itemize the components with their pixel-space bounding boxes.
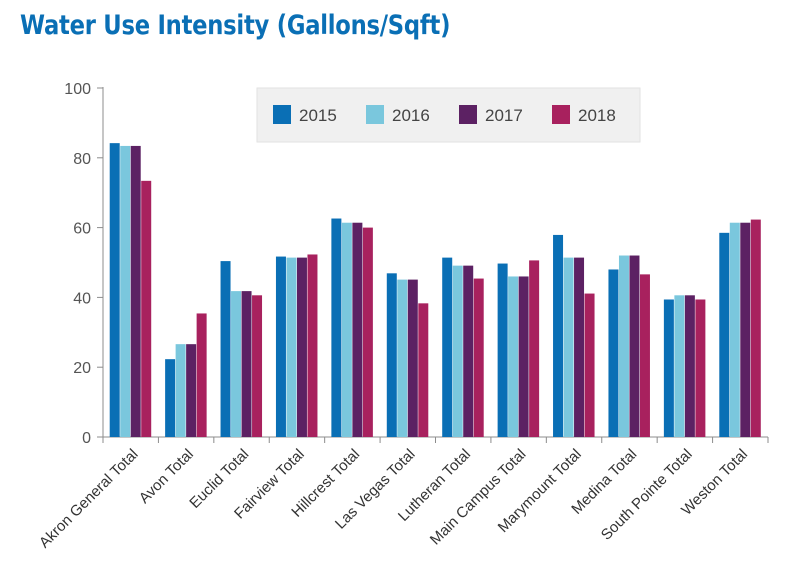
chart-title: Water Use Intensity (Gallons/Sqft) [20,10,451,41]
bar [331,218,342,437]
bar [629,255,640,437]
bar [497,263,508,437]
y-tick-label: 40 [73,290,91,307]
bar [584,293,595,437]
bar [286,257,297,437]
legend-swatch [273,105,291,124]
bar [729,222,740,437]
y-tick-label: 60 [73,221,91,238]
bar [397,279,408,437]
bars [109,143,761,438]
legend-swatch [552,105,570,124]
bar [608,269,619,437]
bar [473,278,484,437]
bar [175,344,186,437]
bar [674,295,685,437]
bar [418,303,429,437]
bar [252,295,263,437]
bar [574,257,585,437]
bar [352,222,363,437]
bar [362,227,373,437]
bar [740,222,751,437]
bar [341,222,352,437]
bar [220,261,231,437]
bar [618,255,629,437]
bar [719,232,730,437]
bar [750,219,761,437]
bar [529,260,540,437]
bar [442,257,453,437]
bar [130,145,141,437]
bar [407,279,418,437]
legend-label: 2018 [578,106,616,125]
bar [563,257,574,437]
bar [296,257,307,437]
bar [196,313,207,437]
bar [518,276,529,437]
bar [695,299,706,437]
bar [684,295,695,437]
bar [141,180,152,438]
y-tick-label: 80 [73,151,91,168]
legend-box [256,87,641,143]
bar [231,291,242,437]
y-tick-label: 100 [64,81,91,98]
bar [120,145,131,437]
bar [508,276,519,437]
bar [241,291,252,437]
bar [109,143,120,437]
bar [186,344,197,437]
legend-label: 2015 [299,106,337,125]
bar [639,274,650,437]
bar [275,256,286,437]
legend-swatch [366,105,384,124]
legend-swatch [459,105,477,124]
bar [452,265,463,437]
bar [386,273,397,437]
x-category-label: Main Campus Total [427,446,530,549]
y-axis: 0 20 40 60 80 100 [64,81,104,447]
y-tick-label: 0 [82,430,91,447]
legend-label: 2016 [392,106,430,125]
bar [165,359,176,437]
y-tick-label: 20 [73,360,91,377]
legend: 2015 2016 2017 2018 [256,87,641,143]
bar [463,265,474,437]
bar [553,234,564,437]
x-category-label: Akron General Total [36,446,142,552]
legend-label: 2017 [485,106,523,125]
bar [663,299,674,437]
bar [307,254,318,437]
